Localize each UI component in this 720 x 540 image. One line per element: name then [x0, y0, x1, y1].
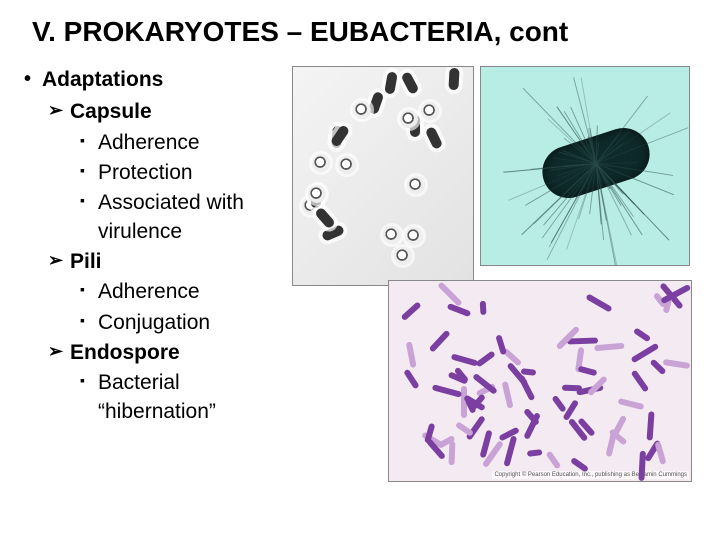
item-text: Associated with virulence	[98, 189, 284, 246]
group-label: Endospore	[70, 339, 180, 367]
arrow-bullet-icon: ➢	[48, 98, 70, 123]
item-text: Adherence	[98, 278, 284, 306]
content-row: • Adaptations ➢ Capsule ▪ Adherence ▪ Pr…	[24, 66, 696, 428]
group-label: Capsule	[70, 98, 152, 126]
arrow-bullet-icon: ➢	[48, 248, 70, 273]
item-text: Conjugation	[98, 309, 284, 337]
square-bullet-icon: ▪	[80, 159, 98, 183]
item-text: Bacterial “hibernation”	[98, 369, 284, 426]
square-bullet-icon: ▪	[80, 278, 98, 302]
square-bullet-icon: ▪	[80, 189, 98, 213]
bullet-adaptations: • Adaptations	[24, 66, 284, 94]
outline-column: • Adaptations ➢ Capsule ▪ Adherence ▪ Pr…	[24, 66, 284, 428]
bullet-capsule: ➢ Capsule	[48, 98, 284, 126]
bullet-endospore: ➢ Endospore	[48, 339, 284, 367]
bullet-capsule-item: ▪ Adherence	[80, 129, 284, 157]
bullet-capsule-item: ▪ Protection	[80, 159, 284, 187]
disc-bullet-icon: •	[24, 66, 42, 92]
square-bullet-icon: ▪	[80, 309, 98, 333]
pili-micrograph	[480, 66, 690, 266]
bullet-capsule-item: ▪ Associated with virulence	[80, 189, 284, 246]
bullet-pili-item: ▪ Adherence	[80, 278, 284, 306]
item-text: Adherence	[98, 129, 284, 157]
outline-heading: Adaptations	[42, 66, 163, 94]
arrow-bullet-icon: ➢	[48, 339, 70, 364]
square-bullet-icon: ▪	[80, 369, 98, 393]
bullet-pili-item: ▪ Conjugation	[80, 309, 284, 337]
slide: V. PROKARYOTES – EUBACTERIA, cont • Adap…	[0, 0, 720, 540]
item-text: Protection	[98, 159, 284, 187]
image-column: Copyright © Pearson Education, Inc., pub…	[292, 66, 696, 428]
slide-title: V. PROKARYOTES – EUBACTERIA, cont	[24, 16, 696, 48]
group-label: Pili	[70, 248, 102, 276]
capsule-micrograph	[292, 66, 474, 286]
bullet-endospore-item: ▪ Bacterial “hibernation”	[80, 369, 284, 426]
endospore-micrograph: Copyright © Pearson Education, Inc., pub…	[388, 280, 692, 482]
image-copyright: Copyright © Pearson Education, Inc., pub…	[492, 471, 689, 479]
square-bullet-icon: ▪	[80, 129, 98, 153]
bullet-pili: ➢ Pili	[48, 248, 284, 276]
